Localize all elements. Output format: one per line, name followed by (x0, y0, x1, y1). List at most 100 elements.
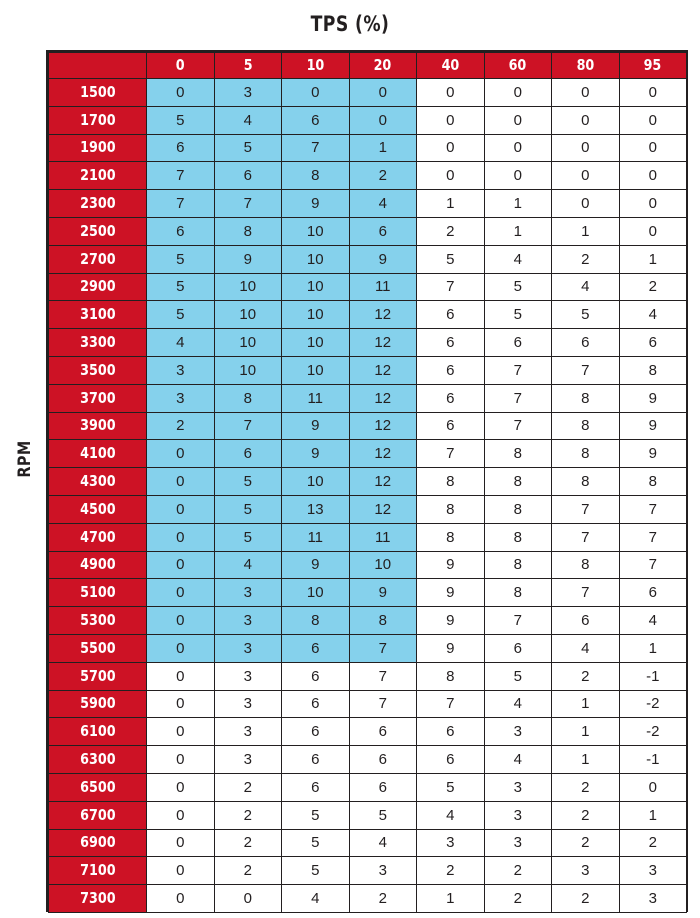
cell-rpm-6900-tps-5[interactable]: 2 (213, 828, 282, 858)
cell-rpm-4900-tps-10[interactable]: 9 (281, 550, 350, 580)
row-header-rpm-6700[interactable]: 6700 (48, 800, 147, 830)
cell-rpm-3300-tps-10[interactable]: 10 (281, 328, 350, 357)
cell-rpm-7100-tps-10[interactable]: 5 (281, 856, 350, 886)
row-header-rpm-3100[interactable]: 3100 (48, 300, 147, 330)
column-header-tps-95[interactable]: 95 (618, 52, 687, 79)
cell-rpm-2300-tps-10[interactable]: 9 (281, 189, 350, 218)
cell-rpm-1700-tps-20[interactable]: 0 (348, 105, 417, 135)
cell-rpm-2700-tps-95[interactable]: 1 (618, 244, 687, 274)
cell-rpm-6500-tps-95[interactable]: 0 (618, 772, 687, 802)
cell-rpm-7100-tps-5[interactable]: 2 (213, 856, 282, 886)
cell-rpm-5900-tps-0[interactable]: 0 (146, 689, 215, 719)
cell-rpm-4300-tps-20[interactable]: 12 (348, 467, 417, 496)
cell-rpm-6100-tps-5[interactable]: 3 (213, 717, 282, 747)
cell-rpm-3700-tps-95[interactable]: 9 (618, 383, 687, 413)
cell-rpm-6900-tps-80[interactable]: 2 (551, 828, 620, 858)
row-header-rpm-6300[interactable]: 6300 (48, 745, 147, 774)
cell-rpm-2300-tps-40[interactable]: 1 (416, 189, 485, 218)
cell-rpm-1700-tps-0[interactable]: 5 (146, 105, 215, 135)
cell-rpm-6100-tps-40[interactable]: 6 (416, 717, 485, 747)
cell-rpm-1900-tps-80[interactable]: 0 (551, 133, 620, 163)
cell-rpm-3900-tps-5[interactable]: 7 (213, 411, 282, 441)
cell-rpm-5500-tps-10[interactable]: 6 (281, 633, 350, 663)
cell-rpm-2900-tps-20[interactable]: 11 (348, 272, 417, 302)
cell-rpm-3300-tps-20[interactable]: 12 (348, 328, 417, 357)
row-header-rpm-4700[interactable]: 4700 (48, 522, 147, 552)
cell-rpm-2900-tps-95[interactable]: 2 (618, 272, 687, 302)
cell-rpm-1500-tps-20[interactable]: 0 (348, 78, 417, 107)
cell-rpm-3500-tps-40[interactable]: 6 (416, 355, 485, 385)
cell-rpm-3500-tps-95[interactable]: 8 (618, 355, 687, 385)
cell-rpm-1900-tps-95[interactable]: 0 (618, 133, 687, 163)
cell-rpm-1700-tps-60[interactable]: 0 (483, 105, 552, 135)
column-header-tps-40[interactable]: 40 (416, 52, 485, 79)
cell-rpm-5100-tps-20[interactable]: 9 (348, 578, 417, 608)
cell-rpm-6500-tps-0[interactable]: 0 (146, 772, 215, 802)
cell-rpm-6100-tps-10[interactable]: 6 (281, 717, 350, 747)
cell-rpm-5300-tps-60[interactable]: 7 (483, 606, 552, 635)
cell-rpm-6300-tps-0[interactable]: 0 (146, 745, 215, 774)
cell-rpm-5100-tps-95[interactable]: 6 (618, 578, 687, 608)
cell-rpm-4300-tps-0[interactable]: 0 (146, 467, 215, 496)
row-header-rpm-3900[interactable]: 3900 (48, 411, 147, 441)
cell-rpm-4100-tps-10[interactable]: 9 (281, 439, 350, 469)
cell-rpm-4300-tps-10[interactable]: 10 (281, 467, 350, 496)
cell-rpm-5100-tps-0[interactable]: 0 (146, 578, 215, 608)
column-header-tps-10[interactable]: 10 (281, 52, 350, 79)
cell-rpm-2300-tps-95[interactable]: 0 (618, 189, 687, 218)
cell-rpm-2300-tps-80[interactable]: 0 (551, 189, 620, 218)
row-header-rpm-5100[interactable]: 5100 (48, 578, 147, 608)
cell-rpm-4700-tps-40[interactable]: 8 (416, 522, 485, 552)
cell-rpm-2100-tps-5[interactable]: 6 (213, 161, 282, 191)
cell-rpm-5500-tps-40[interactable]: 9 (416, 633, 485, 663)
row-header-rpm-4100[interactable]: 4100 (48, 439, 147, 469)
cell-rpm-5900-tps-60[interactable]: 4 (483, 689, 552, 719)
cell-rpm-3500-tps-10[interactable]: 10 (281, 355, 350, 385)
cell-rpm-1900-tps-60[interactable]: 0 (483, 133, 552, 163)
cell-rpm-4900-tps-60[interactable]: 8 (483, 550, 552, 580)
column-header-tps-20[interactable]: 20 (348, 52, 417, 79)
cell-rpm-6300-tps-95[interactable]: -1 (618, 745, 687, 774)
cell-rpm-7100-tps-95[interactable]: 3 (618, 856, 687, 886)
cell-rpm-3500-tps-5[interactable]: 10 (213, 355, 282, 385)
row-header-rpm-7100[interactable]: 7100 (48, 856, 147, 886)
cell-rpm-3900-tps-95[interactable]: 9 (618, 411, 687, 441)
cell-rpm-2700-tps-20[interactable]: 9 (348, 244, 417, 274)
cell-rpm-4900-tps-0[interactable]: 0 (146, 550, 215, 580)
cell-rpm-5500-tps-5[interactable]: 3 (213, 633, 282, 663)
cell-rpm-2700-tps-40[interactable]: 5 (416, 244, 485, 274)
cell-rpm-7300-tps-40[interactable]: 1 (416, 884, 485, 913)
cell-rpm-3900-tps-80[interactable]: 8 (551, 411, 620, 441)
cell-rpm-4100-tps-95[interactable]: 9 (618, 439, 687, 469)
cell-rpm-2500-tps-10[interactable]: 10 (281, 216, 350, 246)
row-header-rpm-6900[interactable]: 6900 (48, 828, 147, 858)
cell-rpm-2900-tps-80[interactable]: 4 (551, 272, 620, 302)
cell-rpm-1700-tps-95[interactable]: 0 (618, 105, 687, 135)
cell-rpm-4700-tps-5[interactable]: 5 (213, 522, 282, 552)
cell-rpm-3100-tps-60[interactable]: 5 (483, 300, 552, 330)
cell-rpm-5500-tps-0[interactable]: 0 (146, 633, 215, 663)
row-header-rpm-5500[interactable]: 5500 (48, 633, 147, 663)
cell-rpm-5700-tps-60[interactable]: 5 (483, 661, 552, 691)
cell-rpm-3100-tps-20[interactable]: 12 (348, 300, 417, 330)
cell-rpm-6700-tps-60[interactable]: 3 (483, 800, 552, 830)
cell-rpm-6100-tps-0[interactable]: 0 (146, 717, 215, 747)
cell-rpm-1700-tps-5[interactable]: 4 (213, 105, 282, 135)
cell-rpm-3900-tps-60[interactable]: 7 (483, 411, 552, 441)
cell-rpm-6500-tps-40[interactable]: 5 (416, 772, 485, 802)
cell-rpm-1700-tps-10[interactable]: 6 (281, 105, 350, 135)
cell-rpm-1500-tps-5[interactable]: 3 (213, 78, 282, 107)
cell-rpm-2700-tps-0[interactable]: 5 (146, 244, 215, 274)
row-header-rpm-3300[interactable]: 3300 (48, 328, 147, 357)
cell-rpm-5100-tps-60[interactable]: 8 (483, 578, 552, 608)
cell-rpm-6300-tps-40[interactable]: 6 (416, 745, 485, 774)
cell-rpm-4300-tps-40[interactable]: 8 (416, 467, 485, 496)
row-header-rpm-6500[interactable]: 6500 (48, 772, 147, 802)
cell-rpm-3700-tps-0[interactable]: 3 (146, 383, 215, 413)
cell-rpm-2900-tps-0[interactable]: 5 (146, 272, 215, 302)
cell-rpm-5300-tps-95[interactable]: 4 (618, 606, 687, 635)
cell-rpm-5100-tps-10[interactable]: 10 (281, 578, 350, 608)
cell-rpm-4500-tps-10[interactable]: 13 (281, 494, 350, 524)
cell-rpm-5700-tps-5[interactable]: 3 (213, 661, 282, 691)
cell-rpm-3500-tps-80[interactable]: 7 (551, 355, 620, 385)
